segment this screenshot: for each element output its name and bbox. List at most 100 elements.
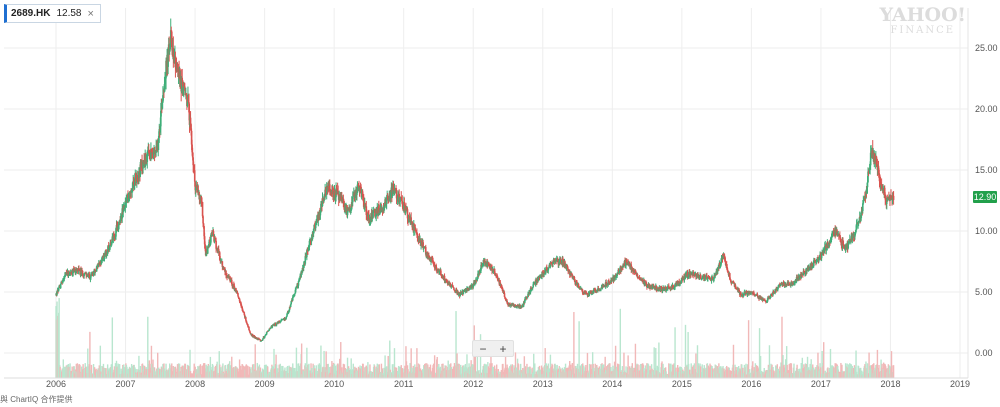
candle-body (201, 201, 203, 203)
remove-symbol-icon[interactable]: × (87, 7, 94, 20)
candle-body (72, 269, 75, 274)
candle-body (864, 196, 866, 198)
candle-body (514, 305, 517, 307)
volume-bar (524, 366, 527, 378)
candle-body (89, 277, 92, 280)
volume-bar (333, 363, 336, 378)
volume-bar (790, 363, 793, 378)
volume-bar (276, 368, 279, 378)
candle-body (415, 230, 417, 232)
candle-body (445, 279, 447, 281)
volume-bar (273, 348, 275, 378)
candle-body (137, 177, 140, 179)
candle-body (522, 305, 525, 307)
candle-body (617, 269, 620, 274)
candle-body (543, 273, 545, 275)
candle-body (301, 267, 304, 271)
candle-body (638, 277, 641, 279)
candle-body (209, 242, 212, 245)
candle-body (422, 242, 424, 249)
zoom-in-button[interactable]: + (499, 341, 507, 356)
candle-body (299, 275, 301, 280)
candle-body (343, 203, 345, 206)
candle-body (478, 271, 480, 276)
candle-body (219, 259, 222, 262)
candle-body (749, 291, 751, 295)
candle-body (116, 225, 118, 227)
volume-bar (362, 363, 364, 378)
volume-bar (139, 366, 142, 378)
candle-body (539, 276, 542, 278)
candle-body (183, 84, 186, 87)
candle-body (591, 291, 593, 294)
candle-body (267, 330, 270, 332)
symbol-tag[interactable]: 2689.HK 12.58 × (4, 4, 101, 23)
candle-body (358, 186, 360, 188)
candle-body (616, 273, 618, 277)
candle-body (803, 271, 805, 273)
volume-bar (439, 366, 442, 378)
volume-bar (400, 365, 402, 378)
candle-body (859, 218, 862, 219)
candle-body (349, 210, 352, 212)
volume-bar (111, 317, 114, 378)
candle-body (832, 231, 835, 233)
volume-bar (763, 367, 765, 378)
volume-bar (505, 367, 507, 378)
candle-body (357, 184, 360, 187)
volume-bar (844, 363, 847, 378)
candle-body (281, 319, 284, 321)
candle-body (525, 296, 528, 298)
candle-body (467, 289, 470, 291)
volume-bar (849, 363, 851, 378)
candle-body (221, 261, 224, 267)
candle-body (114, 236, 117, 238)
candle-body (186, 101, 189, 107)
volume-bar (328, 366, 330, 378)
candle-body (375, 208, 378, 217)
candle-body (681, 277, 684, 280)
candle-body (849, 238, 852, 242)
candle-body (108, 246, 111, 249)
candle-body (680, 280, 683, 284)
volume-bar (647, 364, 650, 378)
candle-body (741, 295, 743, 297)
candle-body (585, 292, 587, 294)
volume-bar (381, 368, 384, 378)
candle-body (789, 284, 792, 286)
candle-body (660, 287, 663, 289)
zoom-out-button[interactable]: − (479, 341, 487, 356)
candle-body (743, 293, 745, 296)
candle-body (173, 57, 176, 63)
candle-body (190, 124, 192, 131)
volume-bar (755, 365, 758, 378)
candle-body (322, 200, 325, 202)
candle-body (362, 196, 365, 207)
candle-body (324, 189, 327, 193)
volume-bar (586, 352, 589, 378)
volume-bar (414, 364, 416, 378)
volume-bar (655, 348, 657, 378)
candle-body (269, 328, 272, 330)
candle-body (242, 311, 245, 312)
candle-body (215, 240, 217, 249)
candle-body (891, 195, 894, 201)
y-tick-label: 20.00 (975, 104, 998, 114)
volume-bar (79, 365, 81, 378)
volume-bar (286, 365, 289, 378)
candle-body (399, 199, 402, 202)
candle-body (393, 190, 395, 193)
volume-bar (451, 368, 454, 378)
volume-bar (646, 363, 648, 378)
volume-bar (304, 363, 306, 378)
candle-body (264, 334, 267, 336)
volume-bar (674, 327, 676, 378)
candle-body (407, 218, 409, 221)
volume-bar (623, 352, 625, 378)
candle-body (184, 86, 186, 91)
candle-body (427, 252, 429, 257)
candle-body (307, 247, 310, 252)
candle-body (385, 204, 387, 205)
candle-body (635, 271, 637, 275)
